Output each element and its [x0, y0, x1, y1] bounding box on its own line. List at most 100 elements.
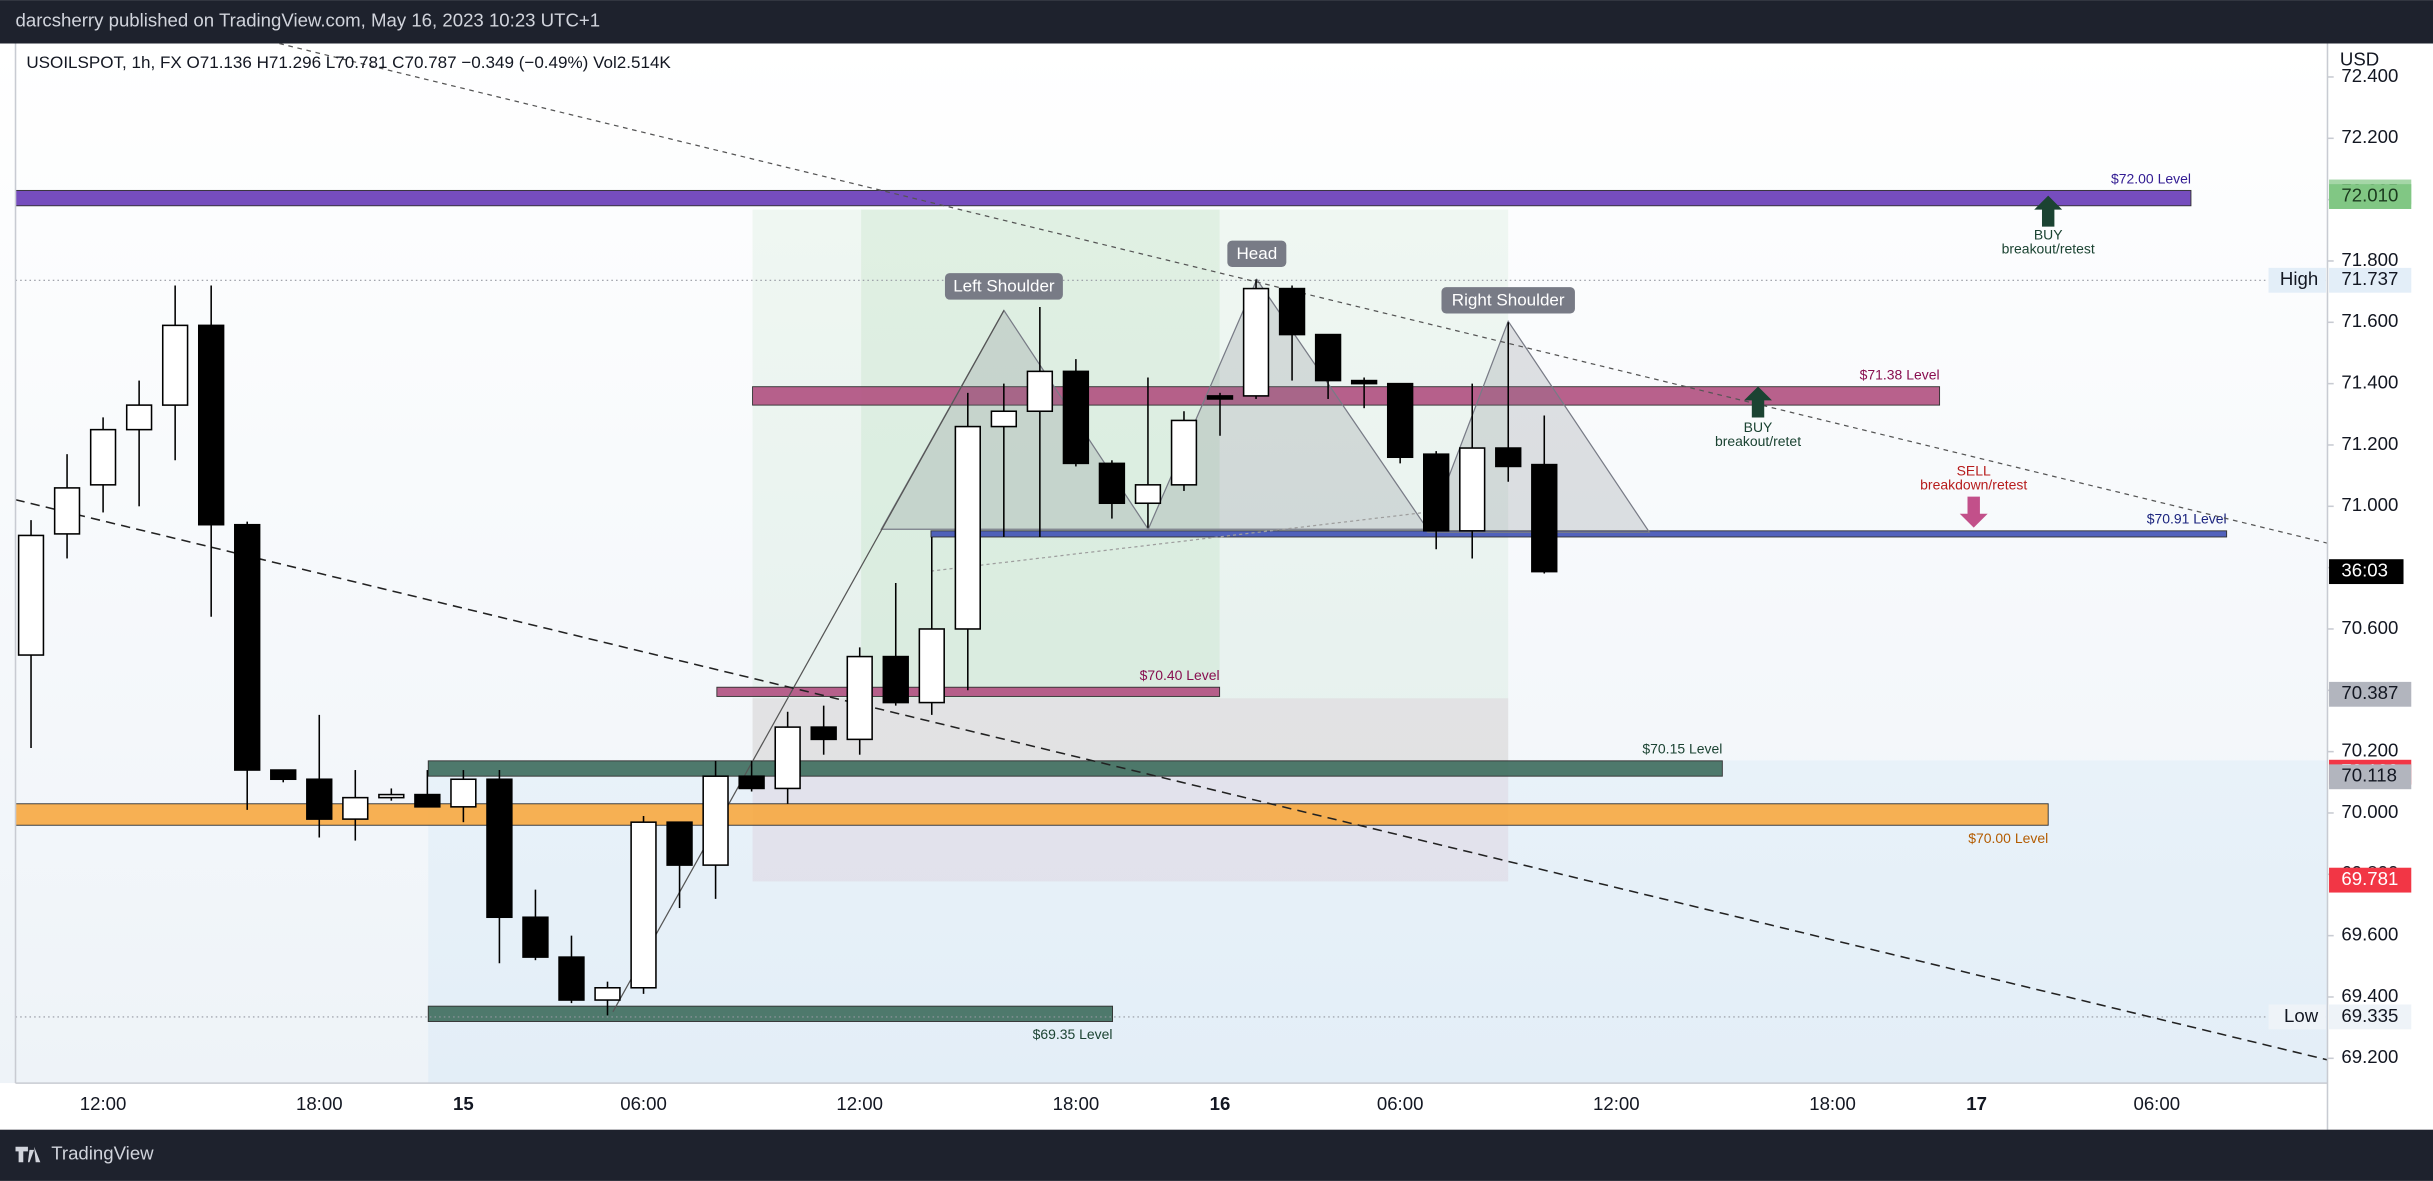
candle-body — [1278, 287, 1306, 336]
candle-body — [1459, 447, 1486, 532]
level-label: $69.35 Level — [1033, 1026, 1113, 1042]
candle-body — [378, 793, 405, 799]
candle-body — [197, 324, 225, 526]
annotation: Left Shoulder Head Right Shoulder BUY br… — [944, 195, 2095, 528]
price-badge — [2329, 681, 2412, 707]
level-label: $70.00 Level — [1968, 830, 2048, 846]
price-tag: High — [2280, 268, 2318, 289]
candle-body — [125, 404, 153, 431]
pattern-label: Left Shoulder — [953, 277, 1055, 296]
x-tick-label: 12:00 — [836, 1093, 883, 1114]
pattern-label: Right Shoulder — [1452, 291, 1565, 310]
price-tag-box — [2268, 1004, 2326, 1030]
y-tick-label: 71.400 — [2341, 372, 2398, 393]
candle-body — [522, 916, 549, 958]
candles — [17, 279, 1558, 1016]
price-badge-label: 70.118 — [2341, 765, 2397, 786]
y-tick-label: 71.600 — [2341, 310, 2398, 331]
candle-body — [1242, 287, 1270, 397]
axes: 69.20069.40069.60069.80070.00070.20070.4… — [80, 65, 2412, 1114]
publisher: darcsherry published on TradingView.com,… — [16, 10, 601, 31]
price-badge — [2329, 267, 2412, 293]
candle-body — [846, 655, 873, 741]
candle-body — [1386, 382, 1414, 459]
price-badge-label: 72.010 — [2341, 184, 2398, 205]
y-tick-label: 70.200 — [2341, 740, 2398, 761]
level-band — [15, 189, 2192, 207]
signal-text: BUY — [2034, 227, 2063, 243]
x-tick-label: 15 — [453, 1093, 474, 1114]
y-tick-label: 71.000 — [2341, 494, 2398, 515]
sell-arrow — [1959, 496, 1988, 528]
y-tick-label: 71.800 — [2341, 249, 2398, 270]
signal-text: breakout/retet — [1715, 433, 1801, 449]
price-badge-label: 71.737 — [2341, 268, 2398, 289]
currency: USD — [2340, 49, 2379, 70]
candle-body — [1206, 395, 1234, 400]
logo — [15, 1146, 41, 1163]
buy-arrow — [1744, 386, 1772, 418]
y-tick-label: 69.400 — [2341, 985, 2398, 1006]
top-bar — [0, 0, 2433, 44]
x-tick-label: 18:00 — [1053, 1093, 1100, 1114]
candle-body — [918, 628, 945, 704]
candle-body — [17, 534, 45, 656]
countdown-badge — [2329, 559, 2404, 585]
x-tick-label: 12:00 — [80, 1093, 127, 1114]
plot-bg — [0, 43, 2328, 1084]
candle-body — [414, 793, 441, 808]
y-tick-label: 72.200 — [2341, 126, 2398, 147]
buy-arrow — [2034, 195, 2063, 227]
signal-text: breakdown/retest — [1920, 476, 2027, 492]
price-badge-label: 69.335 — [2341, 1005, 2398, 1026]
candle-body — [1422, 453, 1450, 532]
candle-body — [558, 956, 585, 1001]
candle-body — [810, 726, 837, 741]
pattern-shape — [1147, 278, 1429, 530]
x-tick-label: 06:00 — [620, 1093, 667, 1114]
y-tick-label: 70.000 — [2341, 801, 2398, 822]
label-box — [1441, 287, 1575, 314]
candle-body — [1098, 462, 1126, 505]
signal-text: breakout/retest — [2002, 241, 2095, 257]
level-band — [427, 760, 1723, 777]
level-label: $71.38 Level — [1860, 367, 1940, 383]
price-badge-label: 70.387 — [2341, 682, 2398, 703]
price-badge — [2329, 764, 2412, 790]
zone — [752, 209, 1509, 761]
level-label: $70.91 Level — [2147, 511, 2227, 527]
candle-body — [1314, 333, 1342, 382]
bottom-bar — [0, 1129, 2433, 1181]
candle-body — [1531, 463, 1558, 573]
level-band — [930, 530, 2228, 538]
candle-body — [1134, 484, 1162, 505]
pattern-label: Head — [1236, 244, 1277, 263]
level-label: $70.40 Level — [1140, 667, 1220, 683]
candle-body — [161, 324, 189, 406]
neckline — [930, 511, 1428, 572]
candle-body — [1350, 379, 1378, 385]
price-badge — [2329, 1004, 2412, 1030]
candle-body — [954, 425, 981, 630]
price-axis-bg — [2327, 43, 2433, 1130]
candle-body — [702, 775, 729, 866]
candle-body — [738, 775, 765, 790]
x-tick-label: 06:00 — [2133, 1093, 2180, 1114]
symbol-legend: USOILSPOT, 1h, FX O71.136 H71.296 L70.78… — [26, 53, 671, 72]
x-tick-label: 18:00 — [296, 1093, 343, 1114]
candle-body — [882, 655, 909, 704]
candle-body — [1026, 370, 1054, 413]
y-tick-label: 69.200 — [2341, 1046, 2398, 1067]
candle-body — [342, 796, 369, 820]
candle-body — [270, 769, 297, 781]
countdown: 36:03 — [2341, 560, 2388, 581]
levels: $72.00 Level $71.38 Level $70.91 Level $70.… — [15, 170, 2328, 1042]
signal-text: BUY — [1744, 419, 1773, 435]
y-tick-label: 69.600 — [2341, 924, 2398, 945]
level-label: $70.15 Level — [1642, 741, 1722, 757]
candle-body — [630, 821, 657, 989]
level-label: $72.00 Level — [2111, 170, 2191, 186]
x-tick-label: 06:00 — [1377, 1093, 1424, 1114]
